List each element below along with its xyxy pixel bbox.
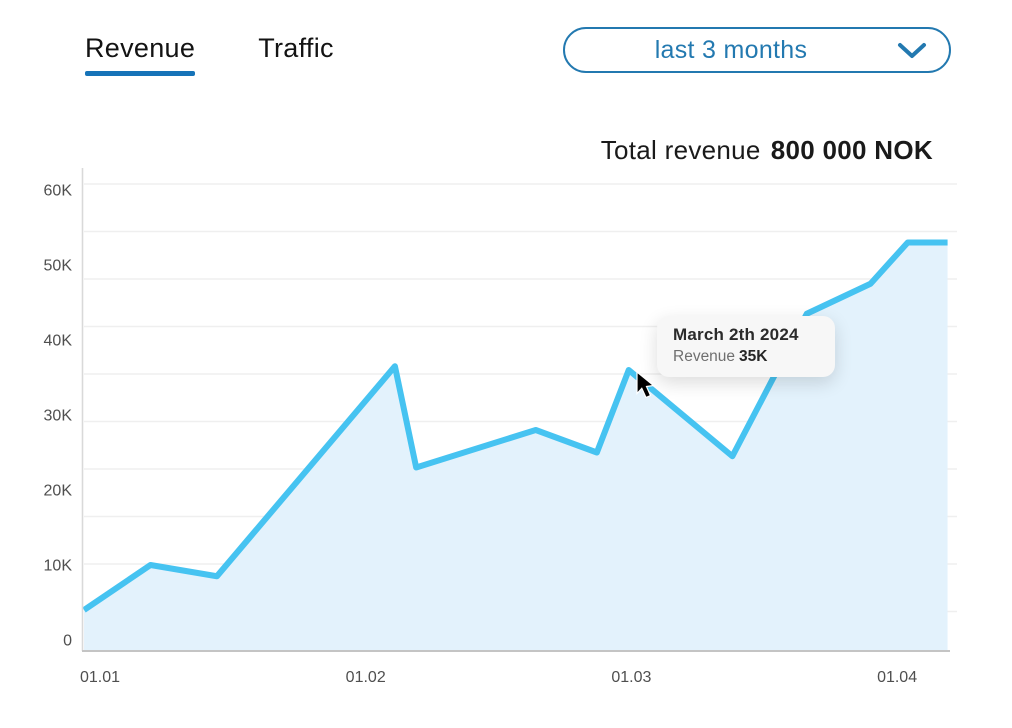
chevron-down-icon: [898, 42, 926, 58]
data-point-tooltip: March 2th 2024 Revenue 35K: [657, 316, 835, 377]
tab-bar: Revenue Traffic: [85, 33, 334, 76]
y-tick-label: 20K: [44, 483, 73, 500]
y-tick-label: 50K: [44, 258, 73, 275]
tooltip-revenue-label: Revenue: [673, 348, 736, 365]
tooltip-revenue-value: 35K: [739, 348, 768, 365]
y-tick-label: 0: [63, 633, 72, 650]
y-tick-label: 60K: [44, 183, 73, 200]
x-tick-label: 01.01: [80, 669, 120, 686]
x-tick-label: 01.03: [611, 669, 651, 686]
tab-traffic[interactable]: Traffic: [258, 33, 334, 76]
period-dropdown[interactable]: last 3 months: [563, 27, 951, 73]
tab-active-underline: [85, 71, 196, 76]
revenue-line[interactable]: [82, 239, 948, 613]
period-dropdown-value: last 3 months: [654, 35, 808, 64]
y-tick-label: 30K: [44, 408, 73, 425]
tab-traffic-label: Traffic: [258, 33, 334, 63]
total-revenue-value: 800 000 NOK: [770, 135, 933, 165]
x-tick-label: 01.04: [877, 669, 917, 686]
tab-revenue-label: Revenue: [85, 33, 196, 63]
mouse-cursor-icon: [636, 372, 655, 399]
total-revenue-label: Total revenue: [600, 135, 761, 165]
y-tick-label: 40K: [44, 333, 73, 350]
x-tick-label: 01.02: [346, 669, 386, 686]
total-revenue-title: Total revenue 800 000 NOK: [601, 135, 933, 166]
tab-revenue[interactable]: Revenue: [85, 33, 196, 76]
tooltip-date: March 2th 2024: [673, 325, 799, 344]
area-fill: [84, 242, 948, 650]
tooltip-revenue-row: Revenue 35K: [673, 348, 819, 366]
y-tick-label: 10K: [44, 558, 73, 575]
